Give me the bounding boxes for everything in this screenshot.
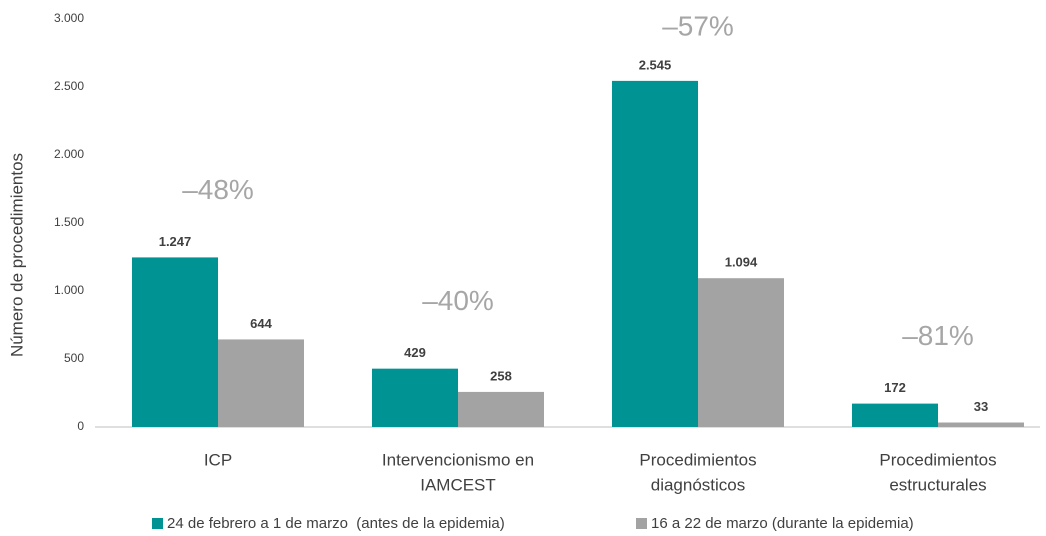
bar (458, 391, 544, 427)
bar (852, 403, 938, 427)
bar (698, 278, 784, 427)
annotation: –81% (902, 320, 974, 351)
data-label: 2.545 (639, 57, 672, 72)
bar (218, 339, 304, 427)
y-tick-label: 3.000 (54, 11, 84, 25)
data-label: 1.247 (159, 234, 192, 249)
y-tick-label: 2.500 (54, 79, 84, 93)
x-tick-label: estructurales (889, 475, 986, 494)
legend-label: 24 de febrero a 1 de marzo (antes de la … (167, 515, 505, 532)
annotation: –40% (422, 285, 494, 316)
legend-swatch (636, 518, 647, 529)
annotation: –48% (182, 174, 254, 205)
data-label: 644 (250, 316, 272, 331)
x-tick-label: Procedimientos (639, 450, 756, 469)
x-tick-label: IAMCEST (420, 475, 496, 494)
data-label: 172 (884, 380, 906, 395)
bar (612, 80, 698, 427)
x-tick-label: ICP (204, 450, 232, 469)
x-tick-label: Procedimientos (879, 450, 996, 469)
legend-label: 16 a 22 de marzo (durante la epidemia) (651, 515, 914, 532)
bar (938, 422, 1024, 427)
data-label: 429 (404, 345, 426, 360)
x-tick-label: Intervencionismo en (382, 450, 534, 469)
data-label: 258 (490, 368, 512, 383)
y-tick-label: 1.500 (54, 215, 84, 229)
data-label: 33 (974, 399, 988, 414)
data-label: 1.094 (725, 255, 758, 270)
annotation: –57% (662, 10, 734, 41)
bar (372, 368, 458, 427)
y-tick-label: 1.000 (54, 283, 84, 297)
bar (132, 257, 218, 427)
y-tick-label: 500 (64, 351, 84, 365)
y-tick-label: 2.000 (54, 147, 84, 161)
y-tick-label: 0 (77, 419, 84, 433)
y-axis-label: Número de procedimientos (7, 153, 26, 357)
x-tick-label: diagnósticos (651, 475, 746, 494)
legend-swatch (152, 518, 163, 529)
